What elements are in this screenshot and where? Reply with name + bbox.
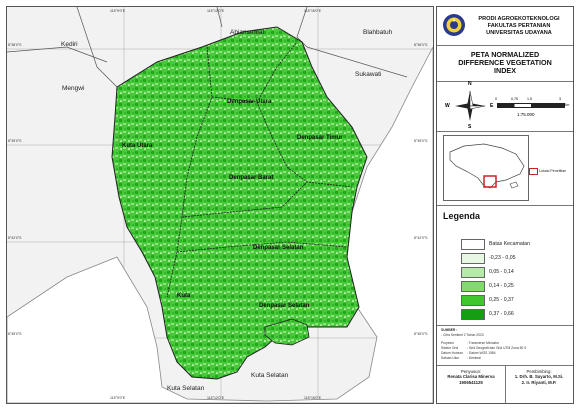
- map-canvas: [7, 7, 433, 403]
- legend-label-1: -0,23 - 0,05: [489, 255, 516, 261]
- compass-rose-icon: [455, 90, 486, 121]
- label-kuta-selatan-east: Kuta Selatan: [251, 372, 289, 379]
- map-title-block: PETA NORMALIZED DIFFERENCE VEGETATION IN…: [437, 45, 573, 82]
- author-heading: Penyusun:: [460, 369, 482, 374]
- author-name: Renata Clarisa Minerva: [447, 374, 495, 380]
- label-kuta-utara: Kuta Utara: [122, 143, 153, 149]
- scale-ratio: 1:75.000: [517, 112, 535, 117]
- map-title-line-2: DIFFERENCE VEGETATION: [458, 58, 552, 67]
- compass-s: S: [468, 124, 472, 130]
- label-denpasar-utara: Denpasar Utara: [227, 99, 272, 105]
- compass-n: N: [468, 81, 472, 87]
- map-info-panel: PRODI AGROEKOTEKNOLOGI FAKULTAS PERTANIA…: [436, 6, 574, 404]
- lat-tick-3: 8°42'0"S: [8, 236, 22, 240]
- navigation-block: N S E W 0 0,75 1,5 3 Km 1:75.000: [437, 81, 573, 132]
- legend-swatch-4: [461, 295, 485, 306]
- source-block: SUMBER : - Citra Sentinel 2 Tahun 2023 P…: [437, 325, 573, 366]
- legend-swatch-boundary: [461, 239, 485, 250]
- sea-area: [7, 46, 433, 403]
- source-row-1-val: : Transverse Mercator: [467, 341, 500, 345]
- inset-map[interactable]: [443, 135, 529, 201]
- location-legend-swatch: [529, 168, 538, 175]
- source-row-3-key: Datum Horizon: [441, 351, 463, 355]
- lat-tick-1: 8°36'0"S: [8, 43, 22, 47]
- legend-label-3: 0,14 - 0,25: [489, 283, 514, 289]
- advisor-2: 2. Ir. Riyanti, M.P.: [521, 379, 557, 385]
- legend-heading: Legenda: [443, 211, 481, 221]
- lat-tick-1-right: 8°36'0"S: [414, 43, 428, 47]
- label-denpasar-timur: Denpasar Timur: [297, 135, 343, 141]
- label-denpasar-selatan: Denpasar Selatan: [253, 245, 304, 251]
- author-id: 1906541125: [459, 379, 483, 385]
- legend-swatch-1: [461, 253, 485, 264]
- study-location-marker: [483, 175, 497, 188]
- institution-line-1: PRODI AGROEKOTEKNOLOGI: [478, 16, 560, 22]
- main-map[interactable]: 115°9'0"E 115°12'0"E 115°15'0"E 115°9'0"…: [6, 6, 434, 404]
- map-title-line-3: INDEX: [494, 66, 516, 75]
- lon-tick-1: 115°9'0"E: [110, 9, 126, 13]
- legend-block: Legenda Batas Kecamatan -0,23 - 0,05 0,0…: [437, 205, 573, 326]
- lat-tick-4: 8°45'0"S: [8, 332, 22, 336]
- label-denpasar-barat: Denpasar Barat: [229, 175, 274, 181]
- institution-line-2: FAKULTAS PERTANIAN: [487, 23, 551, 29]
- location-inset: Lokasi Penelitian: [437, 131, 573, 206]
- legend-label-5: 0,37 - 0,66: [489, 311, 514, 317]
- scale-unit: Km: [564, 103, 570, 107]
- source-heading: SUMBER :: [441, 328, 458, 332]
- institution-block: PRODI AGROEKOTEKNOLOGI FAKULTAS PERTANIA…: [437, 7, 573, 46]
- advisor-1: 1. Drh. B. Suyarto, M.Si.: [514, 374, 564, 380]
- source-row-4-val: : Desimal: [467, 356, 481, 360]
- source-row-1-key: Proyeksi: [441, 341, 454, 345]
- lon-tick-2-bottom: 115°12'0"E: [207, 396, 225, 400]
- label-kuta: Kuta: [177, 293, 191, 299]
- lat-tick-2-right: 8°39'0"S: [414, 139, 428, 143]
- lon-tick-1-bottom: 115°9'0"E: [110, 396, 126, 400]
- source-row-2-val: : Grid Geografi dan Grid UTM Zona 50 S: [467, 346, 527, 350]
- lon-tick-3-bottom: 115°15'0"E: [304, 396, 322, 400]
- label-kuta-selatan-west: Kuta Selatan: [167, 385, 205, 392]
- compass-e: E: [490, 103, 494, 109]
- label-blahbatuh: Blahbatuh: [363, 29, 393, 36]
- scale-tick-0: 0: [495, 97, 497, 101]
- legend-swatch-2: [461, 267, 485, 278]
- compass-w: W: [445, 103, 450, 109]
- lon-tick-3: 115°15'0"E: [304, 9, 322, 13]
- outer-boundaries: [7, 7, 408, 88]
- location-legend-label: Lokasi Penelitian: [539, 169, 567, 173]
- label-abiansemal: Abiansemal: [230, 29, 264, 36]
- scale-bar: [497, 103, 565, 108]
- lat-tick-3-right: 8°42'0"S: [414, 236, 428, 240]
- institution-line-3: UNIVERSITAS UDAYANA: [486, 30, 552, 36]
- legend-label-2: 0,05 - 0,14: [489, 269, 514, 275]
- credits-block: Penyusun: Renata Clarisa Minerva 1906541…: [437, 365, 573, 403]
- scale-tick-2: 1,5: [527, 97, 532, 101]
- legend-label-boundary: Batas Kecamatan: [489, 241, 530, 247]
- district-boundaries: [166, 41, 353, 298]
- label-sukawati: Sukawati: [355, 71, 382, 78]
- author-credit: Penyusun: Renata Clarisa Minerva 1906541…: [438, 369, 504, 385]
- legend-label-4: 0,25 - 0,37: [489, 297, 514, 303]
- advisor-heading: Pembimbing:: [526, 369, 552, 374]
- source-row-3-val: : Datum WGS 1984: [467, 351, 496, 355]
- legend-swatch-3: [461, 281, 485, 292]
- source-line-1: - Citra Sentinel 2 Tahun 2023: [441, 333, 484, 337]
- source-row-2-key: Sistem Grid: [441, 346, 459, 350]
- credits-divider: [505, 365, 506, 403]
- source-row-4-key: Satuan Ukur: [441, 356, 460, 360]
- serangan-island[interactable]: [264, 318, 310, 346]
- scale-tick-1: 0,75: [511, 97, 518, 101]
- lat-tick-2: 8°39'0"S: [8, 139, 22, 143]
- lat-tick-4-right: 8°45'0"S: [414, 332, 428, 336]
- scale-tick-3: 3: [559, 97, 561, 101]
- bali-island-shape: [444, 136, 528, 200]
- label-kediri: Kediri: [61, 41, 78, 48]
- advisor-credit: Pembimbing: 1. Drh. B. Suyarto, M.Si. 2.…: [506, 369, 572, 385]
- legend-swatch-5: [461, 309, 485, 320]
- university-seal-icon: [443, 14, 465, 36]
- label-mengwi: Mengwi: [62, 85, 85, 92]
- lon-tick-2: 115°12'0"E: [207, 9, 225, 13]
- map-title-line-1: PETA NORMALIZED: [470, 50, 540, 59]
- label-denpasar-selatan-2: Denpasar Selatan: [259, 303, 310, 309]
